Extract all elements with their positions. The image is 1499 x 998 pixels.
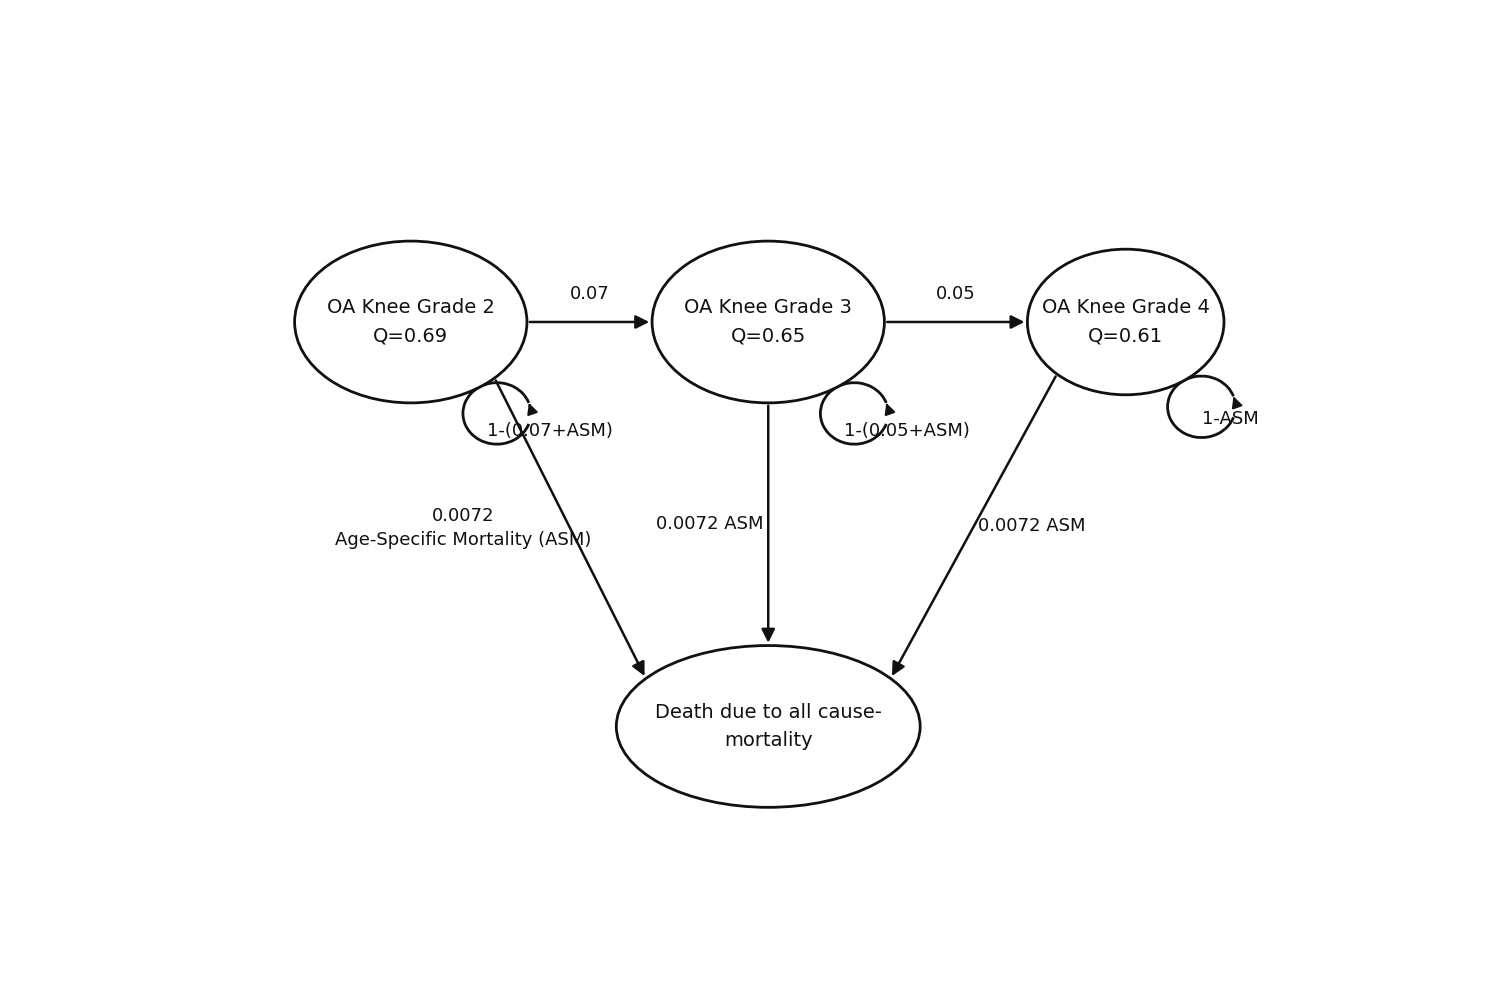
Text: 1-ASM: 1-ASM: [1202, 410, 1258, 428]
Text: 0.05: 0.05: [935, 284, 976, 302]
Text: Death due to all cause-
mortality: Death due to all cause- mortality: [655, 703, 881, 749]
Ellipse shape: [295, 242, 528, 403]
Text: 1-(0.07+ASM): 1-(0.07+ASM): [487, 422, 613, 440]
Ellipse shape: [616, 646, 920, 807]
Ellipse shape: [652, 242, 884, 403]
Text: 0.0072 ASM: 0.0072 ASM: [979, 517, 1085, 535]
Text: OA Knee Grade 3
Q=0.65: OA Knee Grade 3 Q=0.65: [685, 298, 851, 345]
Text: OA Knee Grade 4
Q=0.61: OA Knee Grade 4 Q=0.61: [1042, 298, 1210, 345]
Text: 1-(0.05+ASM): 1-(0.05+ASM): [844, 422, 970, 440]
Text: 0.0072 ASM: 0.0072 ASM: [657, 515, 764, 533]
Text: OA Knee Grade 2
Q=0.69: OA Knee Grade 2 Q=0.69: [327, 298, 495, 345]
Text: 0.0072
Age-Specific Mortality (ASM): 0.0072 Age-Specific Mortality (ASM): [334, 508, 591, 549]
Ellipse shape: [1027, 250, 1225, 395]
Text: 0.07: 0.07: [570, 284, 610, 302]
